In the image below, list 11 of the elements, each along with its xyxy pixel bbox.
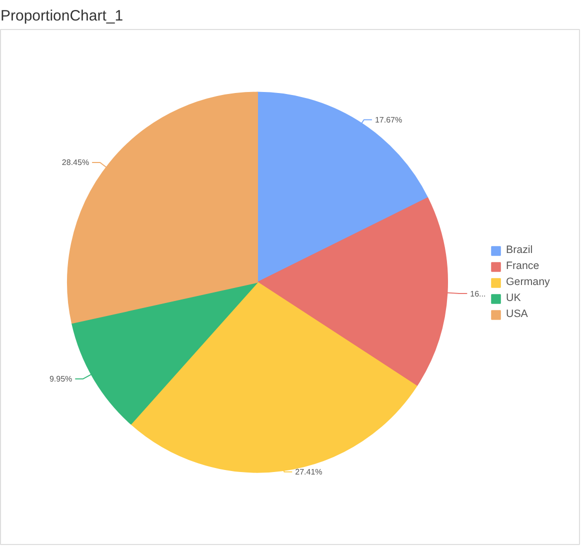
legend-label: UK	[506, 292, 522, 304]
legend-label: Brazil	[506, 244, 533, 256]
data-label: 28.45%	[62, 158, 90, 167]
data-label: 16...	[470, 289, 486, 298]
chart-title: ProportionChart_1	[0, 8, 124, 24]
legend-label: Germany	[506, 276, 550, 288]
data-label: 17.67%	[374, 115, 402, 124]
legend-label: USA	[506, 308, 528, 320]
legend-label: France	[506, 260, 540, 272]
data-label: 27.41%	[295, 467, 322, 476]
data-label: 9.95%	[49, 374, 72, 384]
